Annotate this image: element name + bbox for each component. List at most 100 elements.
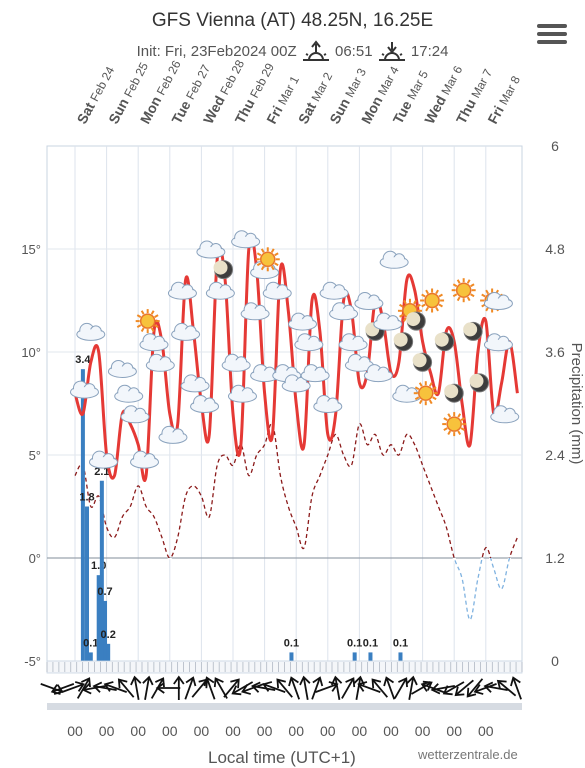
wind-arrow-shaft xyxy=(52,683,75,693)
moon-light xyxy=(412,353,427,368)
sun-disc xyxy=(446,416,462,432)
wind-arrow xyxy=(276,678,293,698)
wind-arrow-shaft xyxy=(359,683,381,693)
precip-bar xyxy=(368,652,373,661)
y-tick-label: -5° xyxy=(24,654,41,669)
sun-ray xyxy=(443,427,448,431)
menu-icon[interactable] xyxy=(537,24,567,48)
hour-label: 00 xyxy=(288,723,304,739)
sun-ray xyxy=(256,262,262,267)
precip-bar xyxy=(352,652,357,661)
wind-arrow-head xyxy=(142,675,154,686)
cloud-icon xyxy=(190,395,220,413)
sun-ray xyxy=(452,293,458,298)
sun-disc xyxy=(139,313,156,329)
wind-arrow-head xyxy=(173,675,185,685)
cloud-fill xyxy=(131,457,158,468)
sun-ray xyxy=(414,386,420,391)
cloud-icon xyxy=(483,292,513,310)
wind-arrow-head xyxy=(383,676,395,687)
hour-label: 00 xyxy=(162,723,178,739)
wind-arrow xyxy=(483,681,508,693)
cloud-fill xyxy=(207,288,234,299)
wind-arrow xyxy=(442,681,465,696)
sun-ray xyxy=(154,324,159,328)
moon-icon xyxy=(434,332,455,352)
y2-tick-label: 2.4 xyxy=(545,447,565,463)
sun-icon xyxy=(451,278,476,303)
sunset-time: 17:24 xyxy=(410,42,449,60)
cloud-fill xyxy=(115,391,142,402)
sun-ray xyxy=(432,396,437,401)
moon-icon xyxy=(444,383,464,403)
wind-arrow-shaft xyxy=(355,677,362,700)
wind-arrow xyxy=(288,676,301,700)
precip-label: 1.0 xyxy=(91,560,106,572)
precip-label: 1.8 xyxy=(79,492,94,504)
sun-ray xyxy=(481,293,486,298)
cloud-fill xyxy=(251,267,278,278)
wind-arrow-head xyxy=(81,683,92,695)
wind-arrow xyxy=(466,678,484,698)
wind-arrow-shaft xyxy=(498,680,517,697)
cloud-fill xyxy=(295,339,322,350)
moon-icon xyxy=(463,321,483,341)
sun-ray xyxy=(428,399,433,405)
plot-area xyxy=(46,145,523,662)
sun-ray xyxy=(457,430,462,435)
wind-arrow-shaft xyxy=(393,678,407,699)
cloud-fill xyxy=(264,288,291,299)
sun-ray xyxy=(485,289,489,295)
wind-arrow xyxy=(184,676,197,700)
precip-bar xyxy=(99,480,104,661)
cloud-fill xyxy=(340,339,367,350)
sun-ray xyxy=(140,310,145,315)
wind-arrow-head xyxy=(50,684,61,695)
wind-arrow-shaft xyxy=(411,682,431,695)
precip-bar xyxy=(96,575,101,661)
cloud-fill xyxy=(223,360,250,371)
sun-ray xyxy=(466,296,471,302)
cloud-fill xyxy=(122,411,149,422)
wind-arrow-head xyxy=(466,687,477,698)
wind-arrow xyxy=(383,676,396,700)
wind-arrow-head xyxy=(231,685,242,696)
sun-ray xyxy=(443,417,448,421)
wind-arrow xyxy=(510,676,522,700)
wind-arrow xyxy=(251,681,276,693)
sun-icon xyxy=(255,247,280,272)
precip-bar xyxy=(289,652,294,661)
sun-ray xyxy=(425,289,429,295)
cloud-icon xyxy=(354,292,384,310)
wind-arrow-shaft xyxy=(94,685,117,691)
chart-subtitle: Init: Fri, 23Feb2024 00Z 06:51 17:24 xyxy=(0,40,585,64)
wind-arrow xyxy=(341,677,356,699)
sun-ray xyxy=(428,382,433,387)
wind-arrow-head xyxy=(398,677,408,688)
wind-arrow-shaft xyxy=(455,679,474,696)
sun-ray xyxy=(413,299,417,305)
precip-label: 0.1 xyxy=(83,637,98,649)
wind-arrow-shaft xyxy=(408,677,414,700)
cloud-icon xyxy=(180,374,210,393)
sun-ray xyxy=(460,417,466,421)
wind-arrow-head xyxy=(74,681,85,692)
cloud-icon xyxy=(329,302,359,321)
moon-icon xyxy=(406,311,426,331)
wind-arrow-head xyxy=(241,684,251,695)
precip-bar xyxy=(88,652,93,661)
wind-arrow-shaft xyxy=(223,679,239,698)
wind-arrow-shaft xyxy=(290,678,301,700)
sun-ray xyxy=(136,314,142,318)
sun-icon xyxy=(420,288,445,313)
cloud-fill xyxy=(77,329,104,340)
cloud-icon xyxy=(107,359,137,378)
cloud-icon xyxy=(363,364,393,383)
cloud-fill xyxy=(321,288,348,299)
sun-disc xyxy=(260,251,276,268)
wind-arrow-head xyxy=(213,677,224,688)
wind-arrow xyxy=(130,675,142,700)
sun-ray xyxy=(154,314,159,318)
wind-arrow-head xyxy=(473,684,484,695)
